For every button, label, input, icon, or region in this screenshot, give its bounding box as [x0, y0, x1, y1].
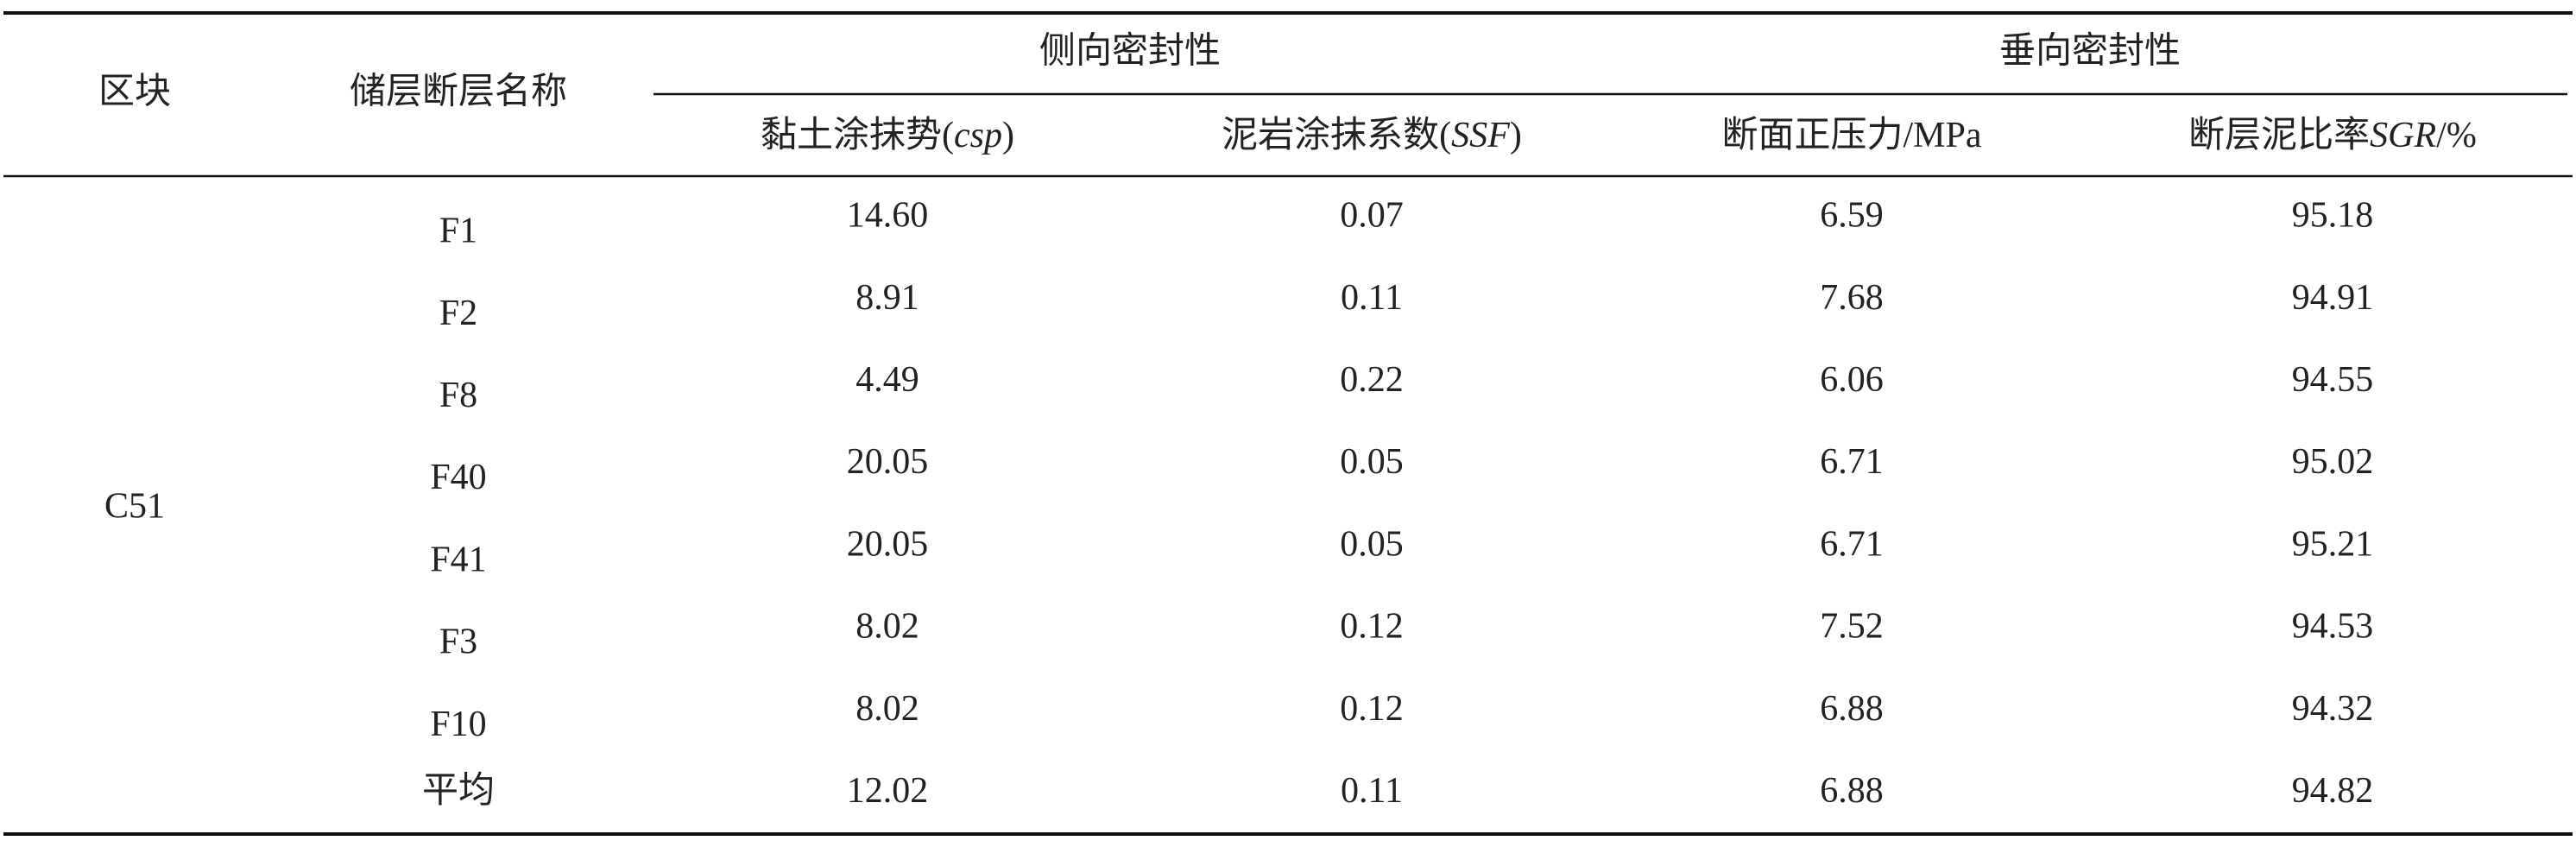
column-header-part: )	[1002, 116, 1014, 155]
fault-name: F3	[439, 623, 477, 662]
group-header: 垂向密封性	[1999, 31, 2181, 72]
header-block: 区块	[98, 73, 171, 112]
header-fault: 储层断层名称	[350, 73, 567, 112]
value-cell: 94.82	[2292, 771, 2374, 811]
value-cell: 8.02	[856, 689, 919, 729]
column-header-part: )	[1510, 116, 1522, 155]
value-cell: 8.91	[856, 278, 919, 318]
column-header-part: 断层泥比率	[2188, 115, 2370, 155]
value-cell: 94.53	[2292, 607, 2374, 647]
value-cell: 94.91	[2292, 278, 2374, 318]
column-header-part: 泥岩涂抹系数(	[1222, 115, 1451, 155]
value-cell: 14.60	[847, 196, 929, 236]
group-header: 侧向密封性	[1039, 31, 1221, 72]
column-header-symbol: csp	[954, 116, 1002, 155]
column-header: 断层泥比率SGR/%	[2188, 115, 2477, 155]
value-cell: 6.71	[1820, 524, 1884, 564]
value-cell: 95.18	[2292, 196, 2374, 236]
value-cell: 0.11	[1341, 771, 1403, 811]
value-cell: 0.05	[1340, 442, 1404, 482]
fault-name: 平均	[422, 771, 495, 811]
fault-name: F8	[439, 376, 477, 415]
column-header-part: /%	[2436, 116, 2477, 155]
value-cell: 0.07	[1340, 196, 1404, 236]
value-cell: 0.12	[1340, 689, 1404, 729]
value-cell: 0.05	[1340, 524, 1404, 564]
value-cell: 6.71	[1820, 442, 1884, 482]
column-header-part: 黏土涂抹势(	[761, 115, 954, 155]
value-cell: 6.06	[1820, 360, 1884, 400]
value-cell: 0.12	[1340, 607, 1404, 647]
value-cell: 7.68	[1820, 278, 1884, 318]
fault-name: F2	[439, 294, 477, 333]
value-cell: 94.55	[2292, 360, 2374, 400]
value-cell: 12.02	[847, 771, 929, 811]
value-cell: 95.02	[2292, 442, 2374, 482]
value-cell: 20.05	[847, 442, 929, 482]
column-header: 黏土涂抹势(csp)	[761, 115, 1014, 155]
fault-name: F40	[430, 458, 486, 497]
value-cell: 94.32	[2292, 689, 2374, 729]
value-cell: 6.88	[1820, 771, 1884, 811]
block-cell: C51	[104, 487, 165, 527]
value-cell: 6.59	[1820, 196, 1884, 236]
value-cell: 0.22	[1340, 360, 1404, 400]
fault-name: F1	[439, 212, 477, 251]
fault-name: F10	[430, 705, 486, 744]
value-cell: 6.88	[1820, 689, 1884, 729]
value-cell: 4.49	[856, 360, 919, 400]
value-cell: 95.21	[2292, 524, 2374, 564]
value-cell: 0.11	[1341, 278, 1403, 318]
column-header-symbol: SSF	[1451, 116, 1510, 155]
column-header-part: 断面正压力/MPa	[1721, 116, 1981, 155]
column-header: 泥岩涂抹系数(SSF)	[1222, 115, 1522, 155]
value-cell: 8.02	[856, 607, 919, 647]
column-header: 断面正压力/MPa	[1721, 116, 1981, 155]
fault-name: F41	[430, 540, 486, 579]
column-header-symbol: SGR	[2370, 116, 2436, 155]
value-cell: 7.52	[1820, 607, 1884, 647]
value-cell: 20.05	[847, 524, 929, 564]
